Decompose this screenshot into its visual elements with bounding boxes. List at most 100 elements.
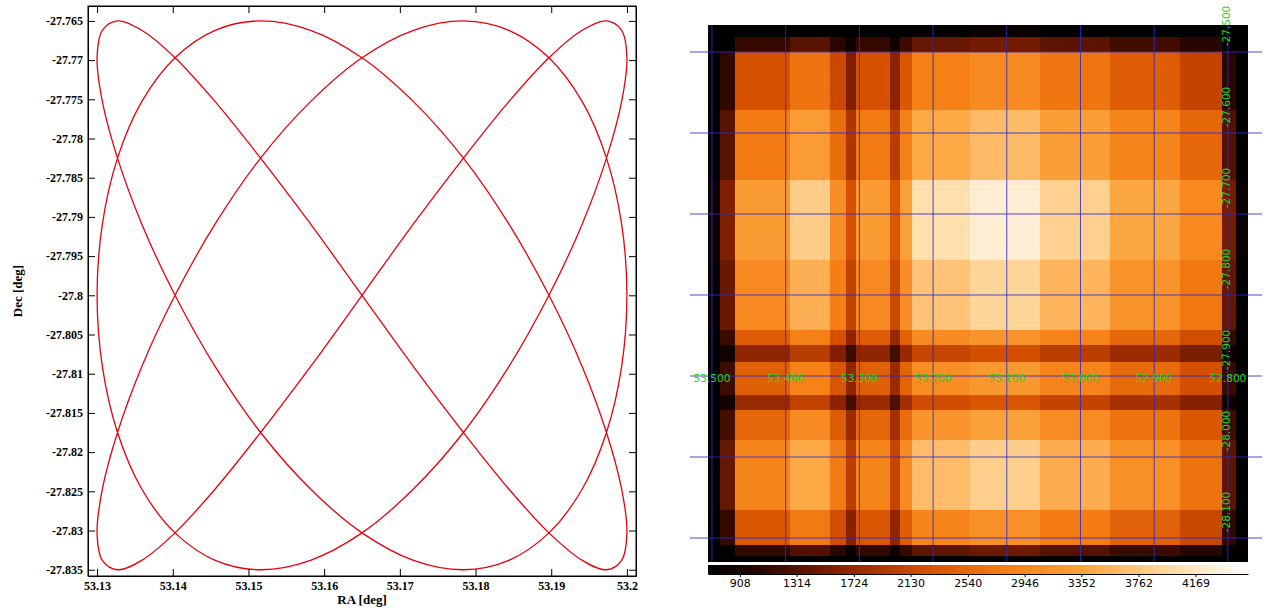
tick-mark: [629, 452, 636, 453]
tick: 53.14: [160, 569, 187, 593]
tick: [324, 6, 325, 13]
grid-line: [1154, 25, 1155, 562]
tick: [476, 6, 477, 13]
tick: [629, 99, 636, 100]
tick-label: -27.8: [58, 289, 83, 303]
heat-cell: [890, 180, 901, 261]
tick: 53.18: [463, 569, 490, 593]
plot-area: [708, 25, 1248, 562]
heat-cell: [708, 345, 721, 363]
heat-cell: [735, 395, 791, 411]
tick-label: -27.825: [46, 485, 83, 499]
tick: [629, 570, 636, 571]
tick-mark: [88, 491, 95, 492]
heat-cell: [856, 545, 891, 557]
tick: 53.16: [311, 569, 338, 593]
heat-cell: [735, 556, 791, 562]
tick: [629, 335, 636, 336]
tick-mark: [97, 6, 98, 13]
heat-cell: [856, 110, 891, 181]
heat-cell: [856, 345, 891, 363]
heat-cell: [720, 52, 736, 111]
tick: 53.17: [387, 569, 414, 593]
heat-cell: [900, 545, 913, 557]
tick-mark: [629, 60, 636, 61]
tick: -27.8: [58, 289, 95, 303]
tick-mark: [88, 531, 95, 532]
heat-cell: [708, 410, 721, 441]
tick: [97, 6, 98, 13]
tick-label: 53.13: [84, 579, 111, 593]
heat-cell: [900, 395, 913, 411]
heat-cell: [708, 395, 721, 411]
heat-cell: [1222, 556, 1237, 562]
tick: [627, 6, 628, 13]
colorbar-ramp: [708, 565, 1248, 574]
tick-label: -27.500: [1220, 6, 1232, 47]
tick-mark: [629, 217, 636, 218]
tick: 53.15: [235, 569, 262, 593]
tick-mark: [629, 256, 636, 257]
heat-cell: [912, 510, 971, 546]
heat-cell: [1236, 345, 1248, 363]
heat-cell: [846, 440, 857, 511]
heat-cell: [856, 440, 891, 511]
heat-cell: [1040, 25, 1111, 38]
heat-cell: [1040, 52, 1111, 111]
heat-cell: [735, 330, 791, 346]
heat-cell: [912, 362, 971, 396]
heat-cell: [900, 510, 913, 546]
axis-line: [709, 574, 1249, 575]
tick: 2946: [1011, 574, 1039, 590]
heat-cell: [1040, 330, 1111, 346]
heat-cell: [1040, 110, 1111, 181]
axis-line: [636, 7, 637, 577]
tick: 3352: [1068, 574, 1096, 590]
tick-label: 1724: [840, 577, 868, 590]
tick-label: 53.18: [463, 579, 490, 593]
heat-cell: [830, 395, 847, 411]
heat-cell: [708, 52, 721, 111]
heat-cell: [708, 330, 721, 346]
heat-cell: [1040, 180, 1111, 261]
heat-cell: [846, 545, 857, 557]
heat-cell: [720, 410, 736, 441]
heat-cell: [720, 510, 736, 546]
tick: [629, 491, 636, 492]
tick: -27.81: [52, 367, 95, 381]
tick-mark: [173, 569, 174, 576]
heat-cell: [790, 345, 831, 363]
heat-cell: [856, 330, 891, 346]
tick-mark: [248, 569, 249, 576]
tick-mark: [551, 569, 552, 576]
tick: -27.835: [46, 563, 95, 577]
heat-cell: [970, 52, 1041, 111]
tick: -27.79: [52, 210, 95, 224]
heat-cell: [846, 510, 857, 546]
colorbar: 90813141724213025402946335237624169: [708, 565, 1249, 590]
tick-mark: [88, 60, 95, 61]
tick-mark: [88, 99, 95, 100]
heat-cell: [720, 545, 736, 557]
tick-label: -27.78: [52, 132, 83, 146]
heat-cell: [900, 556, 913, 562]
heat-cell: [735, 510, 791, 546]
tick-label: 3762: [1125, 577, 1153, 590]
axis-line: [88, 7, 89, 577]
heat-cell: [1236, 37, 1248, 53]
heat-cell: [890, 395, 901, 411]
tick: 1724: [840, 574, 868, 590]
heat-cell: [1236, 25, 1248, 38]
heat-cell: [912, 345, 971, 363]
tick: [629, 295, 636, 296]
tick: 4169: [1182, 574, 1210, 590]
heat-cell: [890, 545, 901, 557]
heat-cell: [1110, 25, 1181, 38]
tick-mark: [551, 6, 552, 13]
heat-cell: [970, 25, 1041, 38]
heat-cell: [790, 556, 831, 562]
heat-cell: [1236, 440, 1248, 511]
tick-label: -27.700: [1220, 168, 1232, 209]
heat-cell: [708, 25, 721, 38]
heat-cell: [790, 180, 831, 261]
